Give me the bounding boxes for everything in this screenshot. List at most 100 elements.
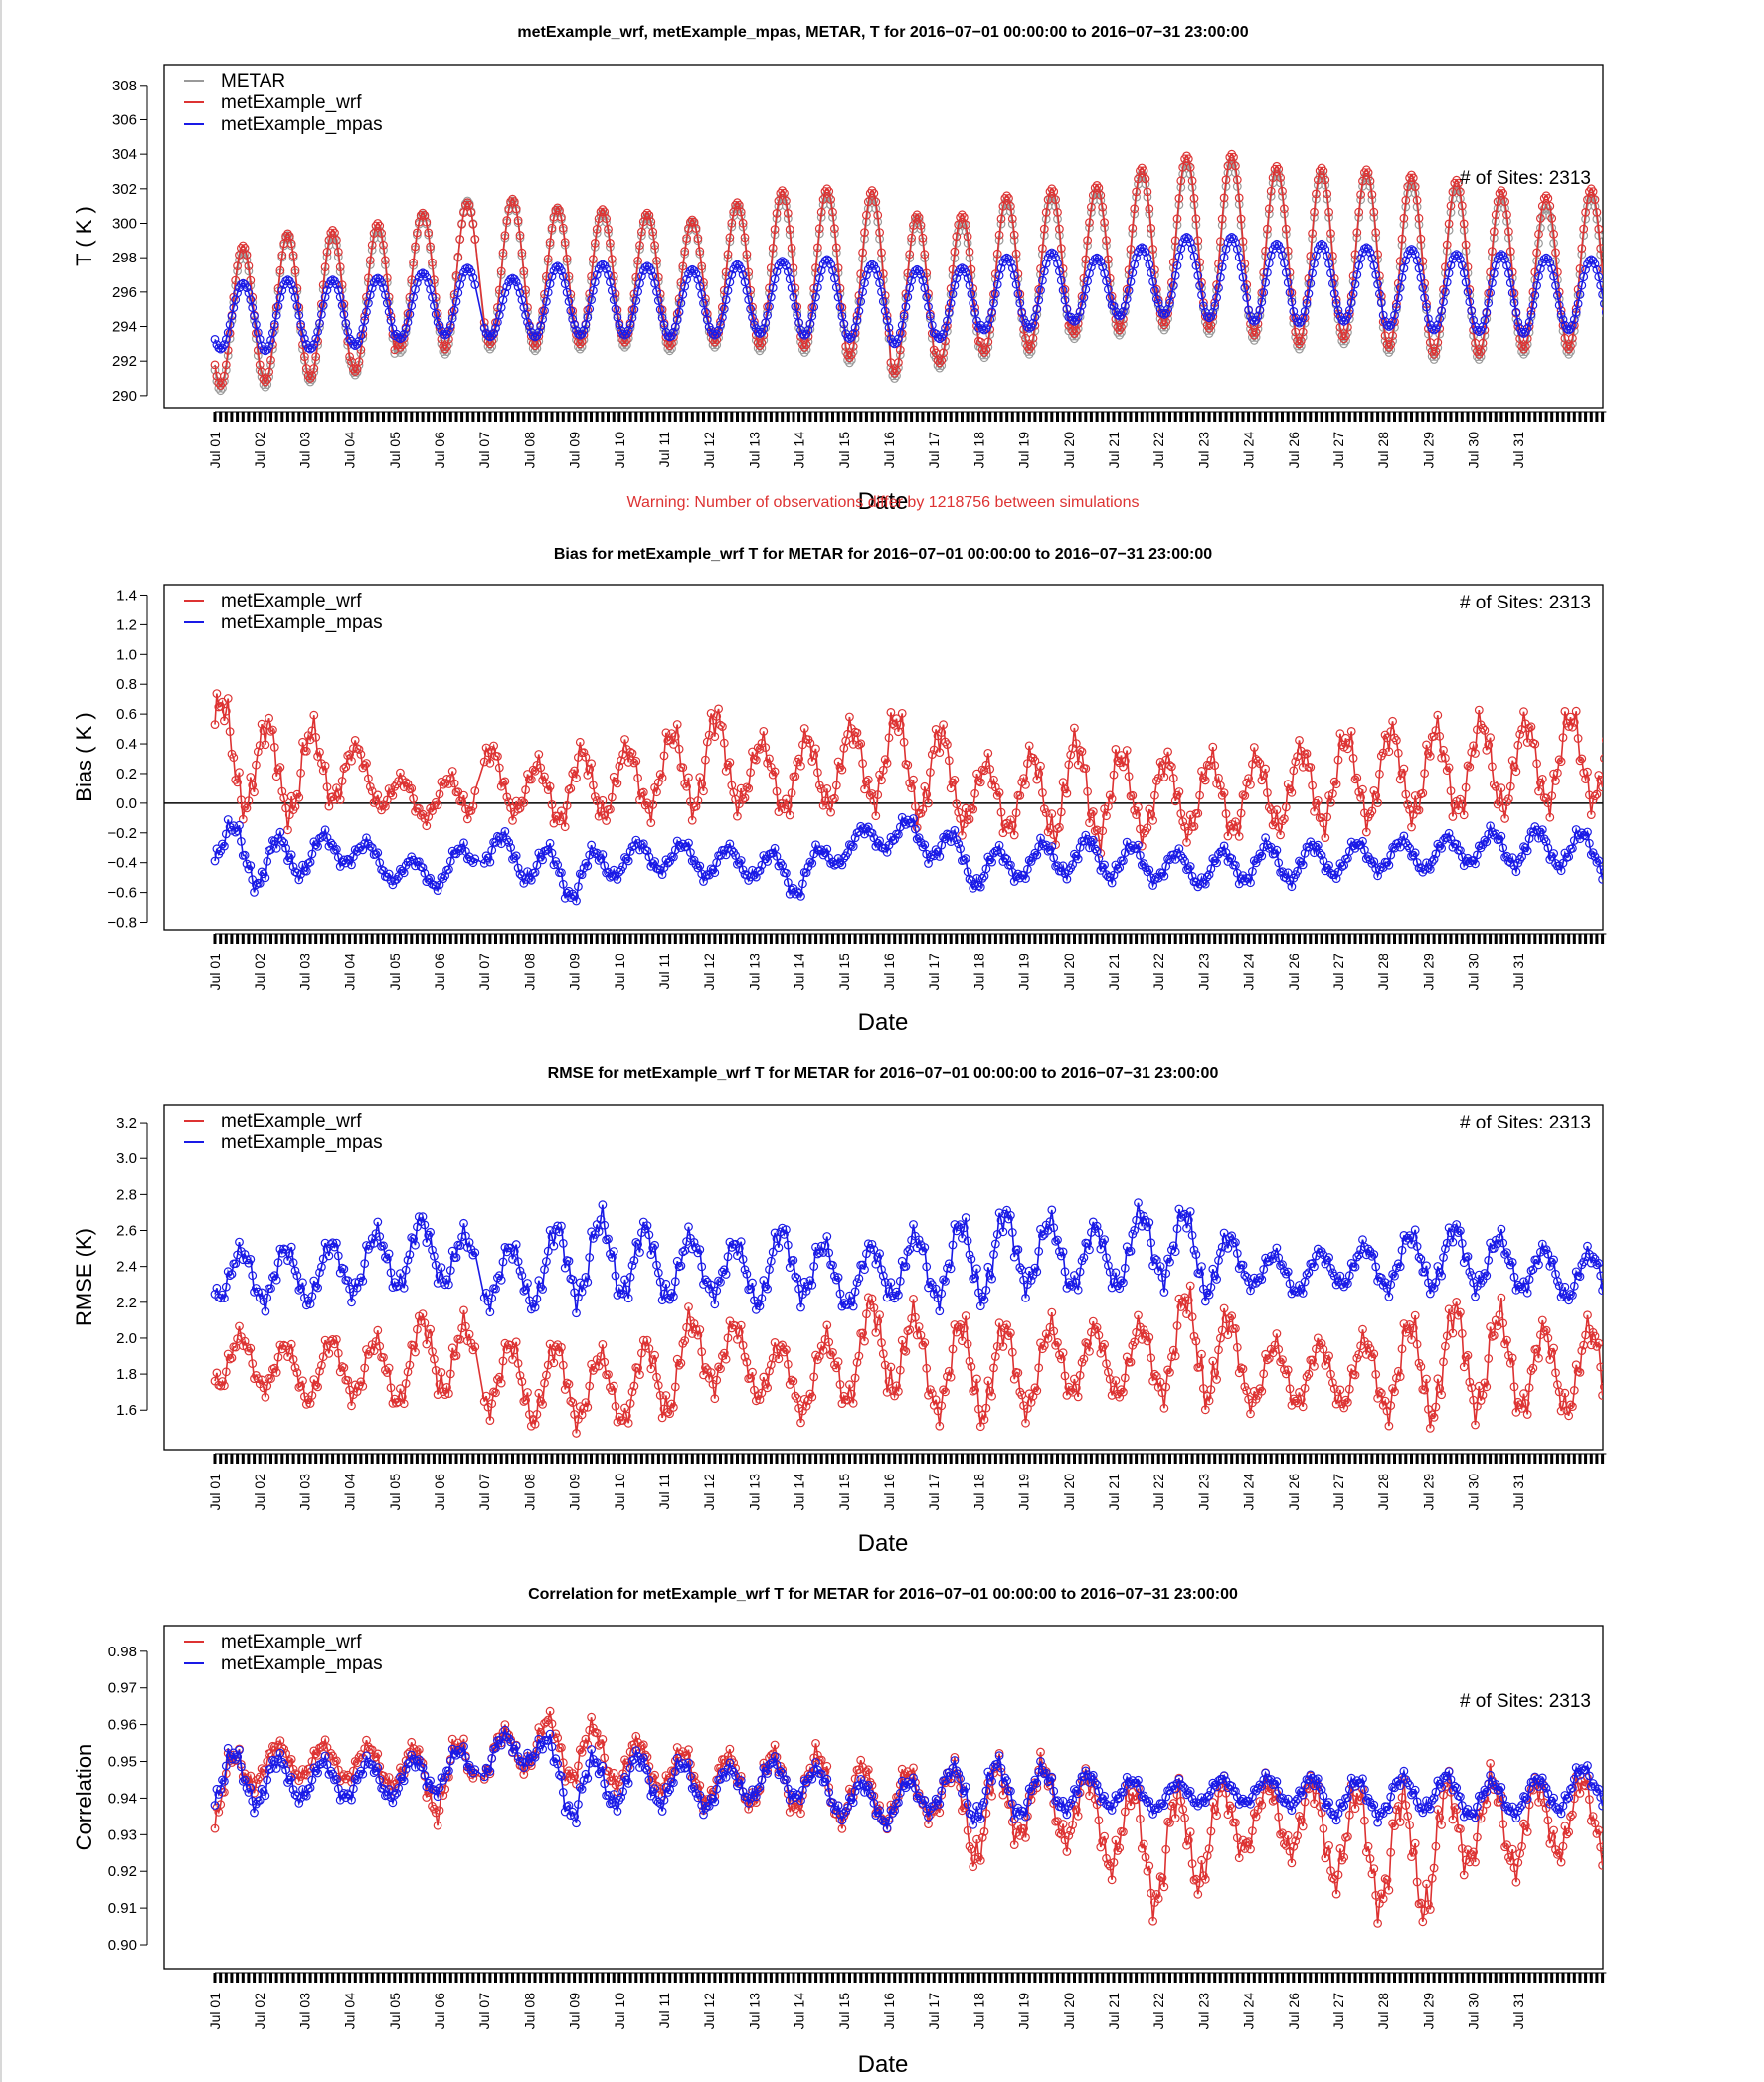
x-tick-label: Jul 06 <box>432 1993 447 2030</box>
x-tick-label: Jul 26 <box>1286 1993 1302 2030</box>
x-tick-label: Jul 20 <box>1061 432 1077 469</box>
x-tick-label: Jul 07 <box>476 1474 492 1511</box>
x-tick-label: Jul 18 <box>970 954 986 991</box>
y-tick-label: 2.4 <box>116 1259 137 1276</box>
x-tick-label: Jul 10 <box>612 1474 627 1511</box>
plot-frame <box>163 1625 1604 1970</box>
y-tick-label: 0.93 <box>108 1826 137 1843</box>
series-metExample_mpas <box>210 1198 1603 1318</box>
x-tick-label: Jul 01 <box>207 1474 223 1511</box>
x-tick-label: Jul 26 <box>1286 432 1302 469</box>
y-tick-label: 296 <box>112 284 137 301</box>
x-tick-label: Jul 19 <box>1016 954 1032 991</box>
x-tick-label: Jul 02 <box>252 954 267 991</box>
x-hourly-ticks <box>213 1454 1605 1464</box>
x-tick-label: Jul 07 <box>476 432 492 469</box>
series-area <box>210 689 1603 906</box>
x-tick-label: Jul 21 <box>1106 954 1122 991</box>
series-line <box>214 1711 1603 1924</box>
x-tick-label: Jul 24 <box>1241 1474 1257 1511</box>
x-tick-label: Jul 23 <box>1195 1474 1211 1511</box>
x-tick-label: Jul 16 <box>881 1474 897 1511</box>
x-tick-label: Jul 12 <box>701 954 717 991</box>
warning-text: Warning: Number of observations differ b… <box>627 494 1140 511</box>
x-axis-label: Date <box>858 1009 909 1036</box>
y-tick-label: 3.0 <box>116 1150 137 1167</box>
x-tick-label: Jul 09 <box>567 1993 583 2030</box>
x-hourly-ticks <box>213 1973 1605 1983</box>
chart-panel-3: RMSE for metExample_wrf T for METAR for … <box>72 1065 1607 1557</box>
x-tick-label: Jul 06 <box>432 1474 447 1511</box>
y-tick-label: 0.97 <box>108 1680 137 1697</box>
legend-label: METAR <box>221 71 285 91</box>
chart-title: Bias for metExample_wrf T for METAR for … <box>554 546 1212 563</box>
x-tick-label: Jul 29 <box>1420 954 1436 991</box>
y-tick-label: 302 <box>112 181 137 198</box>
legend-label: metExample_wrf <box>221 1111 362 1131</box>
sites-count: # of Sites: 2313 <box>1460 1691 1591 1712</box>
x-tick-label: Jul 18 <box>970 1993 986 2030</box>
x-tick-label: Jul 04 <box>342 432 358 469</box>
series-markers <box>210 812 1603 906</box>
x-tick-label: Jul 24 <box>1241 954 1257 991</box>
x-tick-label: Jul 28 <box>1375 1993 1391 2030</box>
x-tick-label: Jul 08 <box>521 432 537 469</box>
series-markers <box>210 233 1603 356</box>
y-tick-label: 3.2 <box>116 1115 137 1131</box>
x-tick-label: Jul 17 <box>926 1993 942 2030</box>
x-tick-label: Jul 03 <box>296 954 312 991</box>
series-area <box>210 1198 1603 1438</box>
y-tick-label: 2.2 <box>116 1295 137 1311</box>
x-tick-label: Jul 12 <box>701 1474 717 1511</box>
x-tick-label: Jul 14 <box>792 1993 807 2030</box>
x-tick-label: Jul 19 <box>1016 432 1032 469</box>
x-tick-label: Jul 05 <box>387 1993 403 2030</box>
x-tick-label: Jul 08 <box>521 1993 537 2030</box>
x-tick-label: Jul 31 <box>1510 432 1526 469</box>
chart-title: RMSE for metExample_wrf T for METAR for … <box>548 1065 1219 1082</box>
x-tick-label: Jul 02 <box>252 1474 267 1511</box>
x-tick-label: Jul 13 <box>746 954 762 991</box>
x-tick-label: Jul 10 <box>612 954 627 991</box>
y-tick-label: 306 <box>112 111 137 128</box>
y-tick-label: 2.6 <box>116 1223 137 1240</box>
y-tick-label: 1.6 <box>116 1402 137 1419</box>
y-axis-label: Correlation <box>72 1744 96 1851</box>
x-tick-label: Jul 21 <box>1106 432 1122 469</box>
x-tick-label: Jul 09 <box>567 954 583 991</box>
legend-label: metExample_mpas <box>221 114 383 135</box>
x-tick-label: Jul 29 <box>1420 1993 1436 2030</box>
y-tick-label: 0.98 <box>108 1644 137 1660</box>
y-axis-label: T ( K ) <box>72 206 96 266</box>
x-tick-label: Jul 15 <box>836 1474 852 1511</box>
x-tick-label: Jul 17 <box>926 954 942 991</box>
x-tick-label: Jul 08 <box>521 954 537 991</box>
legend-label: metExample_mpas <box>221 1132 383 1153</box>
x-tick-label: Jul 05 <box>387 432 403 469</box>
legend-label: metExample_wrf <box>221 1632 362 1652</box>
x-tick-label: Jul 31 <box>1510 954 1526 991</box>
sites-count: # of Sites: 2313 <box>1460 1113 1591 1133</box>
y-tick-label: 2.0 <box>116 1330 137 1347</box>
y-tick-label: 0.95 <box>108 1754 137 1771</box>
y-tick-label: 0.90 <box>108 1937 137 1954</box>
x-tick-label: Jul 10 <box>612 1993 627 2030</box>
y-axis-label: RMSE (K) <box>72 1228 96 1326</box>
x-hourly-ticks <box>213 412 1605 422</box>
x-tick-label: Jul 28 <box>1375 432 1391 469</box>
x-tick-label: Jul 26 <box>1286 954 1302 991</box>
y-tick-label: 0.94 <box>108 1790 137 1807</box>
x-tick-label: Jul 27 <box>1330 432 1346 469</box>
x-tick-label: Jul 15 <box>836 432 852 469</box>
x-tick-label: Jul 24 <box>1241 432 1257 469</box>
x-tick-label: Jul 12 <box>701 1993 717 2030</box>
x-tick-label: Jul 13 <box>746 432 762 469</box>
x-tick-label: Jul 02 <box>252 432 267 469</box>
x-tick-label: Jul 31 <box>1510 1993 1526 2030</box>
y-tick-label: 0.2 <box>116 766 137 782</box>
series-line <box>214 693 1603 854</box>
y-tick-label: 0.0 <box>116 795 137 812</box>
y-tick-label: 0.92 <box>108 1863 137 1880</box>
